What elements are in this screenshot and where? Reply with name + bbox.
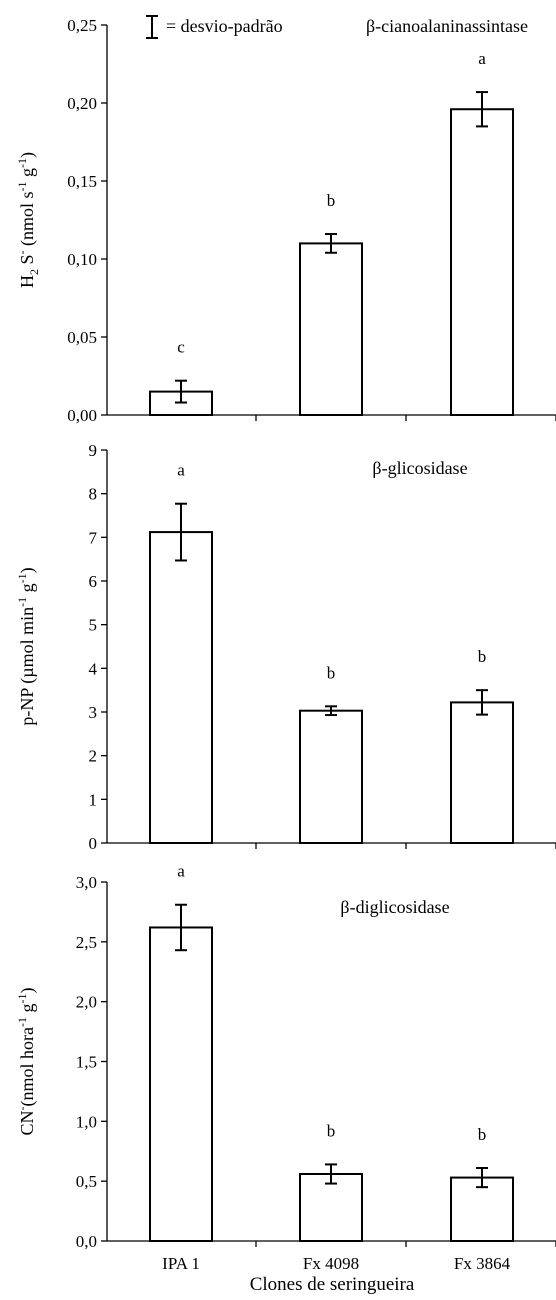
- x-axis-label: Clones de seringueira: [250, 1274, 415, 1295]
- y-tick-label: 2: [89, 747, 98, 766]
- y-axis-label: p-NP (µmol min-1​ g-1​): [15, 567, 38, 725]
- y-tick-label: 2,5: [76, 933, 97, 952]
- significance-letter: a: [177, 461, 185, 480]
- y-tick-label: 9: [89, 441, 98, 460]
- significance-letter: a: [177, 862, 185, 881]
- y-tick-label: 0,0: [76, 1232, 97, 1251]
- y-tick-label: 2,0: [76, 993, 97, 1012]
- y-tick-label: 0,20: [67, 94, 97, 113]
- y-axis-label: CN-​(nmol hora-1​ g-1​): [15, 988, 38, 1136]
- significance-letter: b: [478, 1125, 487, 1144]
- bar-ipa-1: [149, 531, 213, 844]
- y-tick-label: 0,10: [67, 250, 97, 269]
- significance-letter: c: [177, 338, 185, 357]
- y-tick-label: 7: [89, 528, 98, 547]
- x-tick-label: IPA 1: [162, 1254, 200, 1273]
- chart-panel-3: 0,0 0,5 1,0 1,5 2,0 2,5 3,0 a b b β-diglicosidase C…: [15, 862, 556, 1273]
- chart-panel-1: 0,00 0,05 0,10 0,15 0,20 0,25 c b a β-cianoalanin…: [15, 16, 556, 425]
- y-tick-label: 5: [89, 616, 98, 635]
- bar-fx-3864: [450, 108, 514, 417]
- bar-fx-3864: [450, 701, 514, 844]
- panel-title: β-cianoalaninassintase: [366, 16, 528, 36]
- bar-fx-4098: [299, 242, 363, 416]
- significance-letter: b: [327, 191, 336, 210]
- bar-fx-3864: [450, 1176, 514, 1242]
- significance-letter: b: [327, 663, 336, 682]
- y-tick-label: 0,15: [67, 172, 97, 191]
- y-tick-label: 0,00: [67, 406, 97, 425]
- y-tick-label: 8: [89, 485, 98, 504]
- y-tick-label: 0,05: [67, 328, 97, 347]
- y-tick-label: 0,5: [76, 1172, 97, 1191]
- y-tick-label: 1,5: [76, 1053, 97, 1072]
- panels: 0,000,050,100,150,200,25cbaβ-cianoalanin…: [15, 16, 556, 1273]
- y-tick-label: 3,0: [76, 873, 97, 892]
- bar-fx-4098: [299, 1172, 363, 1243]
- y-tick-label: 1,0: [76, 1112, 97, 1131]
- legend-label: = desvio-padrão: [166, 16, 283, 36]
- significance-letter: a: [478, 49, 486, 68]
- bar-ipa-1: [149, 926, 213, 1242]
- x-tick-label: Fx 3864: [454, 1254, 511, 1273]
- legend: = desvio-padrão: [146, 15, 283, 39]
- panel-title: β-diglicosidase: [340, 897, 449, 917]
- panel-title: β-glicosidase: [372, 458, 467, 478]
- y-tick-label: 0: [89, 834, 98, 853]
- y-tick-label: 6: [89, 572, 98, 591]
- significance-letter: b: [327, 1121, 336, 1140]
- y-tick-label: 0,25: [67, 16, 97, 35]
- chart-panel-2: 0 1 2 3 4 5 6 7 8 9 a b b β-glicosidase p-NP (µmol min…: [15, 441, 556, 853]
- y-axis-label: H2​ S-​ (nmol s-1​ g-1​): [15, 152, 41, 288]
- bar-fx-4098: [299, 709, 363, 844]
- significance-letter: b: [478, 647, 487, 666]
- y-tick-label: 3: [89, 703, 98, 722]
- x-tick-label: Fx 4098: [303, 1254, 359, 1273]
- y-tick-label: 4: [89, 659, 98, 678]
- y-tick-label: 1: [89, 790, 98, 809]
